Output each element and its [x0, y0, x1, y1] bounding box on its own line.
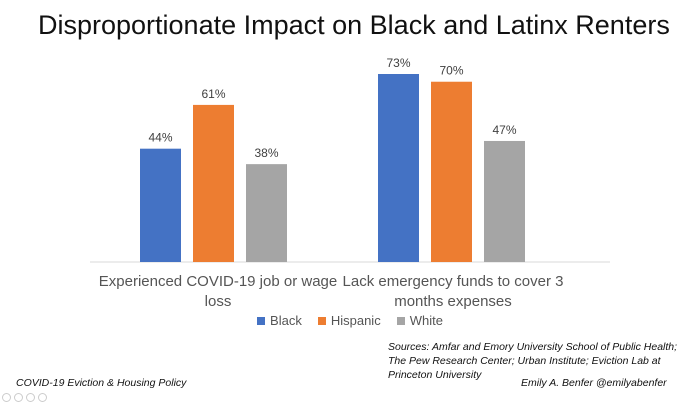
bar-black-0	[140, 148, 181, 262]
legend-swatch-white	[396, 316, 405, 325]
legend-item-black: Black	[257, 313, 302, 328]
data-label-hispanic-0: 61%	[201, 87, 225, 101]
legend-label-hispanic: Hispanic	[330, 313, 381, 328]
data-label-white-0: 38%	[254, 146, 278, 160]
footer-right: Emily A. Benfer @emilyabenfer	[521, 377, 667, 389]
legend-swatch-hispanic	[317, 316, 326, 325]
page-title: Disproportionate Impact on Black and Lat…	[38, 10, 670, 40]
data-label-hispanic-1: 70%	[439, 64, 463, 78]
slide-controls[interactable]	[2, 393, 47, 402]
bar-chart: 44% 61% 38% 73% 70% 47%	[90, 56, 610, 263]
chart-legend: Black Hispanic White	[0, 313, 700, 328]
legend-label-white: White	[409, 313, 443, 328]
bar-white-0	[246, 164, 287, 262]
legend-swatch-black	[257, 316, 266, 325]
sources-note: Sources: Amfar and Emory University Scho…	[388, 341, 678, 381]
data-label-white-1: 47%	[492, 123, 516, 137]
more-options-icon[interactable]	[38, 393, 47, 402]
data-label-black-0: 44%	[148, 131, 172, 145]
legend-label-black: Black	[270, 313, 302, 328]
pen-icon[interactable]	[14, 393, 23, 402]
bar-white-1	[484, 140, 525, 262]
prev-slide-icon[interactable]	[2, 393, 11, 402]
data-label-black-1: 73%	[386, 56, 410, 70]
bar-black-1	[378, 74, 419, 262]
bar-hispanic-1	[431, 81, 472, 262]
zoom-icon[interactable]	[26, 393, 35, 402]
category-label-emergency-funds: Lack emergency funds to cover 3 months e…	[342, 273, 564, 310]
footer-left: COVID-19 Eviction & Housing Policy	[16, 377, 187, 389]
category-label-job-loss: Experienced COVID-19 job or wage loss	[98, 273, 338, 310]
legend-item-white: White	[396, 313, 443, 328]
legend-item-hispanic: Hispanic	[317, 313, 381, 328]
bar-hispanic-0	[193, 104, 234, 262]
